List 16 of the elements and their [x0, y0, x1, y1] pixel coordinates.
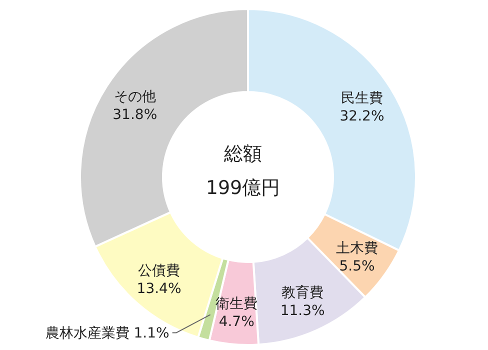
slice-label: 農林水産業費 — [45, 326, 130, 342]
text: 199億円 — [206, 177, 280, 199]
data-label: 11.3% — [280, 302, 325, 319]
data-label: 5.5% — [339, 258, 375, 275]
slice-label: その他 — [114, 89, 156, 106]
data-label: 31.8% — [112, 107, 158, 124]
slice-label: 公債費 — [138, 262, 180, 279]
data-label: 13.4% — [136, 280, 182, 297]
text: 総額 — [223, 143, 262, 165]
data-label: 32.2% — [340, 108, 384, 125]
data-label: 1.1% — [134, 326, 170, 342]
data-label: 4.7% — [218, 314, 254, 330]
slice-label: 衛生費 — [216, 296, 258, 312]
slice-label: 教育費 — [282, 284, 324, 301]
slice-label: 土木費 — [336, 240, 378, 257]
slice-label: 民生費 — [341, 90, 384, 107]
